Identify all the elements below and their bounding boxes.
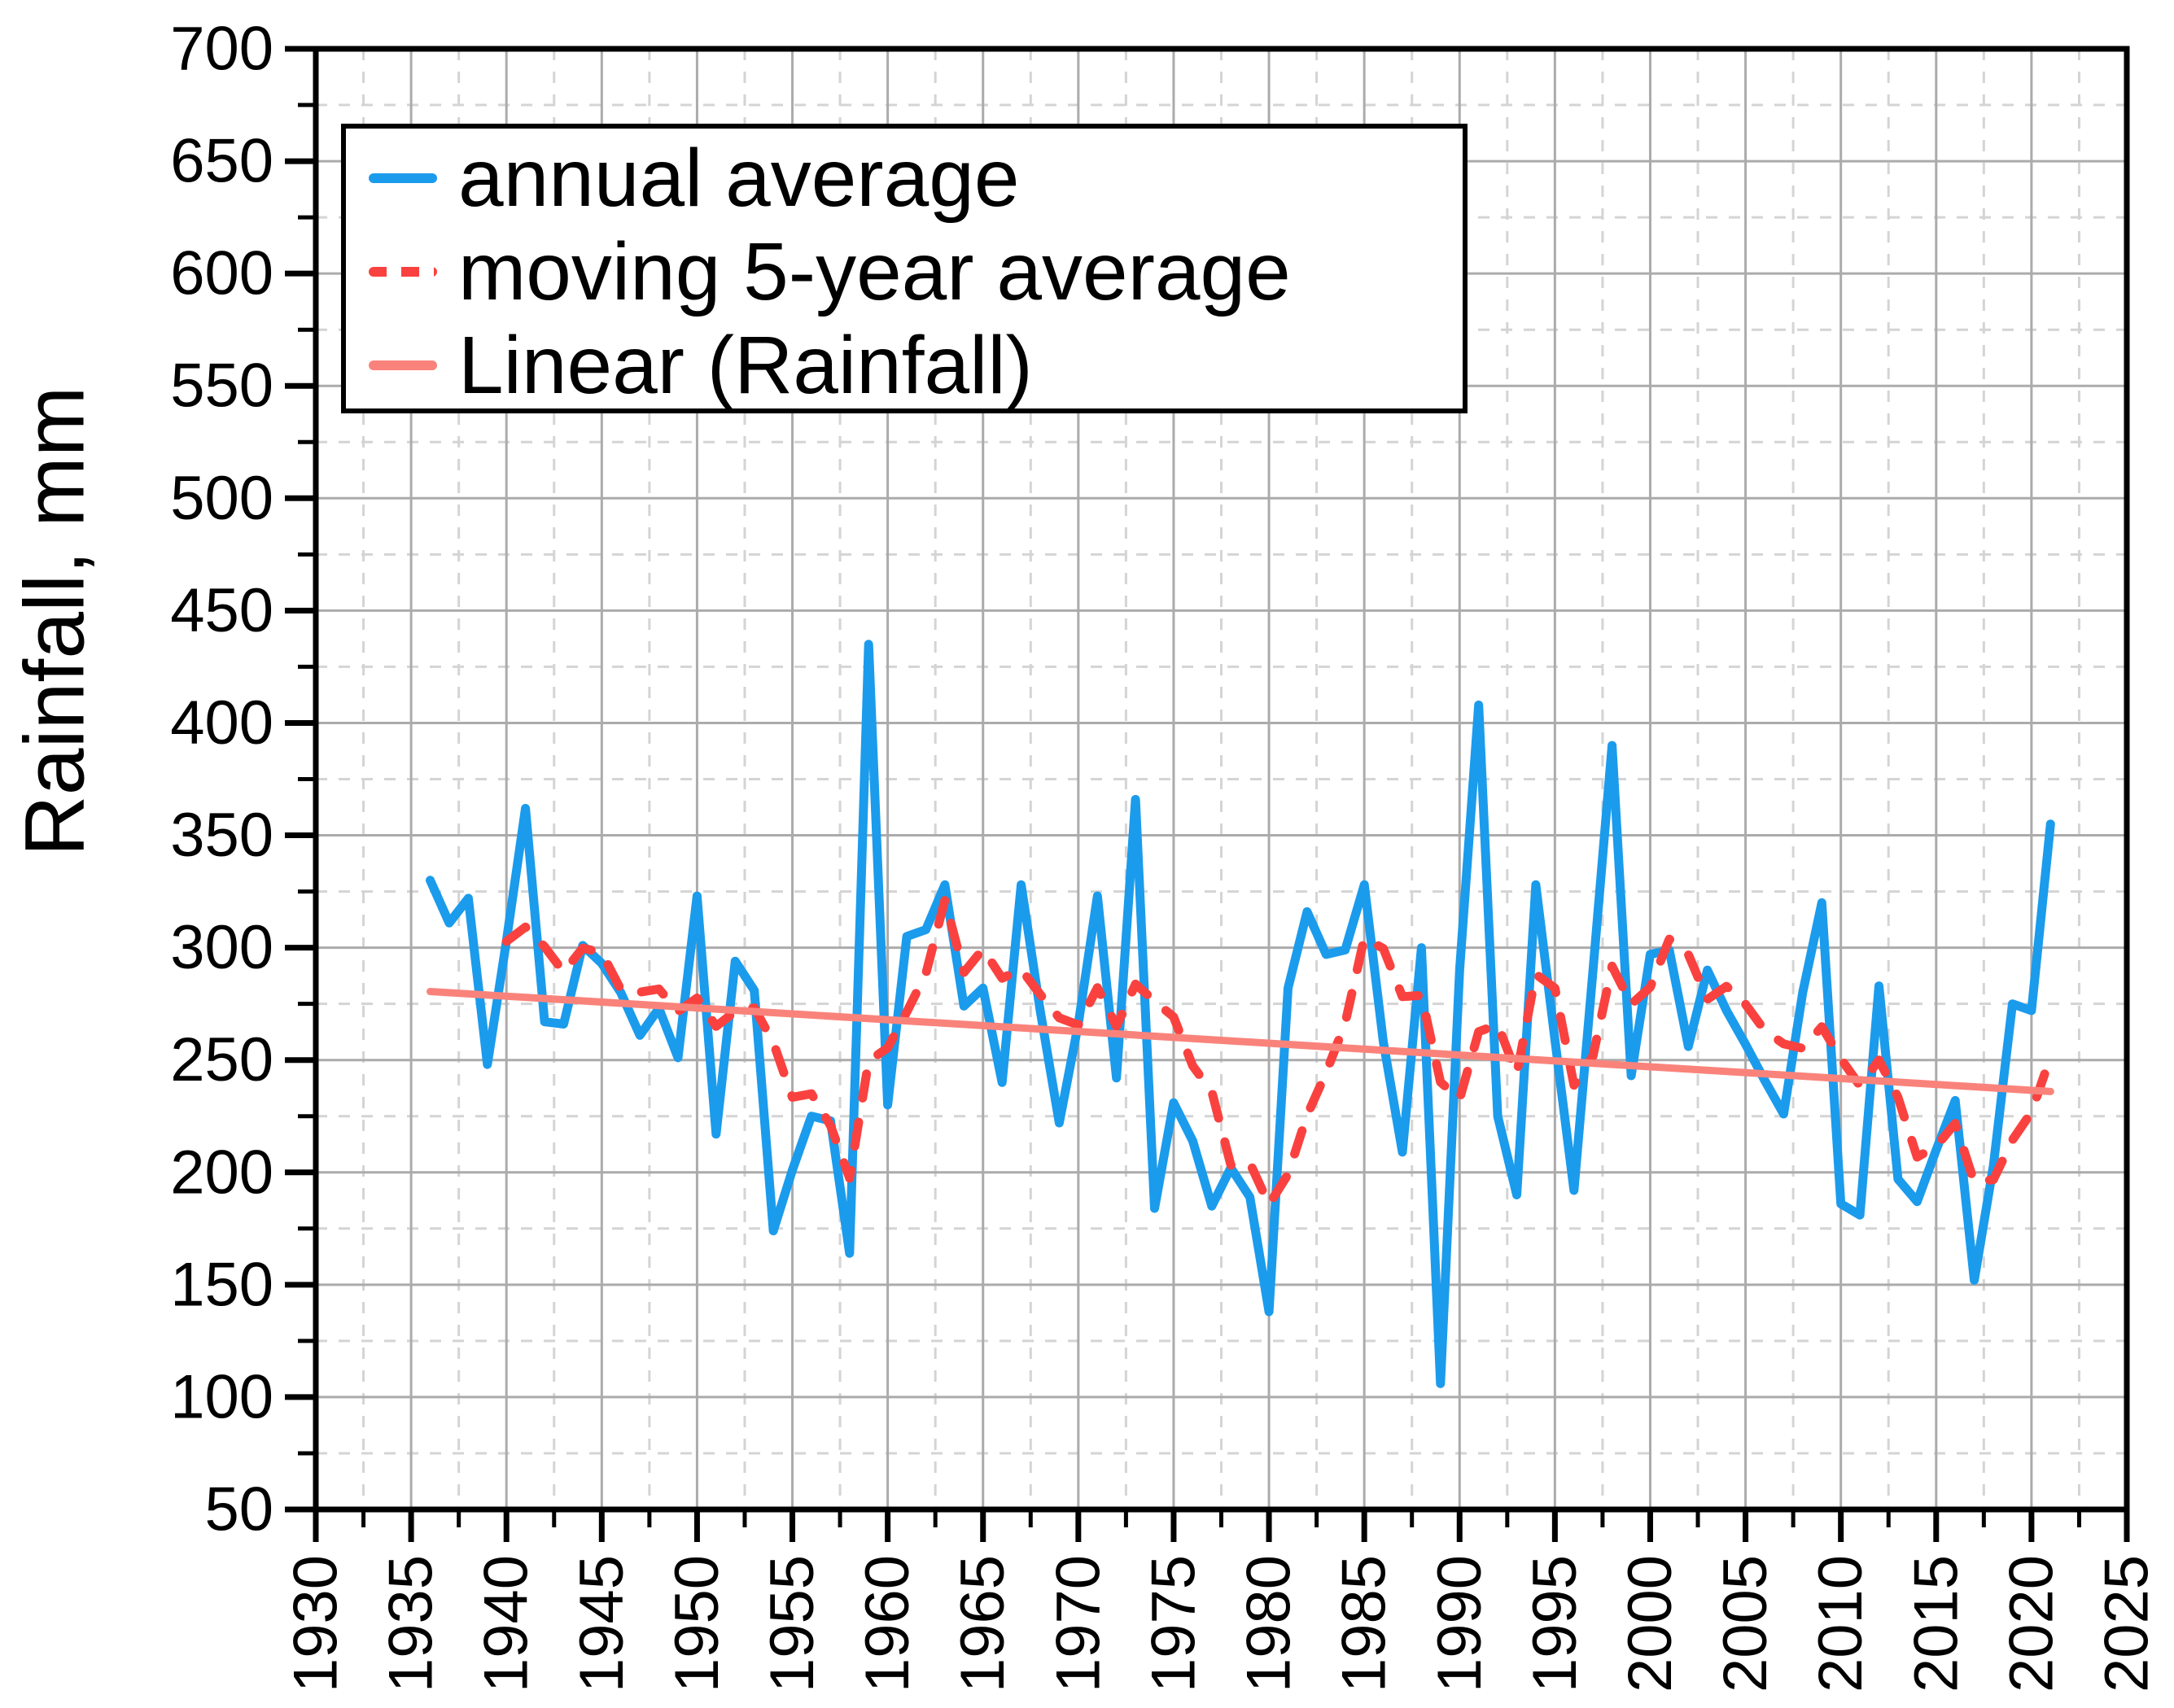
y-tick-label: 100	[170, 1362, 273, 1431]
legend-item-linear-trend: Linear (Rainfall)	[346, 321, 1463, 410]
x-tick-label: 1990	[1425, 1555, 1494, 1693]
plot-frame	[313, 46, 2130, 1513]
x-gridlines-minor	[362, 49, 2080, 1509]
y-tick-labels: 50 100 150 200 250 300 350 400 450 500 550 600 650 70…	[170, 15, 273, 1544]
y-tick-label: 50	[204, 1475, 273, 1544]
x-tick-label: 1985	[1330, 1555, 1399, 1693]
y-tick-label: 200	[170, 1138, 273, 1207]
legend-line-sample-linear-trend	[369, 360, 437, 370]
axis-ticks	[285, 46, 2130, 1542]
x-tick-label: 1935	[377, 1555, 446, 1693]
x-tick-label: 1945	[567, 1555, 636, 1693]
legend-item-moving-average: moving 5-year average	[346, 227, 1463, 317]
y-tick-label: 150	[170, 1250, 273, 1319]
legend-label-moving-average: moving 5-year average	[458, 226, 1291, 317]
annual-average-line	[426, 640, 2055, 1388]
y-tick-label: 350	[170, 801, 273, 870]
x-tick-label: 1980	[1235, 1555, 1304, 1693]
x-tick-label: 1960	[853, 1555, 922, 1693]
moving-average-line	[501, 895, 2055, 1209]
x-tick-label: 1975	[1139, 1555, 1208, 1693]
y-tick-label: 450	[170, 576, 273, 645]
y-tick-label: 500	[170, 464, 273, 533]
x-tick-label: 1965	[948, 1555, 1017, 1693]
x-tick-label: 2015	[1901, 1555, 1971, 1693]
y-tick-label: 550	[170, 352, 273, 421]
x-tick-label: 1930	[282, 1555, 351, 1693]
legend-line-sample-moving-average	[369, 267, 437, 277]
legend-item-annual-average: annual average	[346, 133, 1463, 223]
y-tick-label: 600	[170, 239, 273, 308]
x-tick-label: 1950	[663, 1555, 732, 1693]
x-tick-label: 1995	[1520, 1555, 1590, 1693]
legend-label-linear-trend: Linear (Rainfall)	[458, 320, 1033, 411]
x-tick-label: 1940	[472, 1555, 541, 1693]
x-tick-label: 1970	[1043, 1555, 1113, 1693]
x-tick-label: 2020	[1997, 1555, 2066, 1693]
y-tick-label: 700	[170, 15, 273, 84]
x-tick-label: 2025	[2093, 1555, 2162, 1693]
x-tick-label: 2000	[1616, 1555, 1685, 1693]
x-tick-labels: 1930 1935 1940 1945 1950 1955 1960 1965 1970 1975…	[282, 1555, 2162, 1693]
y-tick-label: 400	[170, 688, 273, 758]
x-tick-label: 2005	[1711, 1555, 1780, 1693]
x-tick-label: 1955	[758, 1555, 827, 1693]
linear-trend-line	[426, 987, 2054, 1095]
x-tick-label: 2010	[1806, 1555, 1875, 1693]
legend-label-annual-average: annual average	[458, 133, 1020, 224]
legend-line-sample-annual-average	[369, 173, 437, 183]
y-axis-title: Rainfall, mm	[7, 386, 103, 857]
y-tick-label: 250	[170, 1025, 273, 1094]
y-tick-label: 300	[170, 913, 273, 982]
legend: annual average moving 5-year average Lin…	[341, 124, 1468, 413]
y-tick-label: 650	[170, 127, 273, 196]
